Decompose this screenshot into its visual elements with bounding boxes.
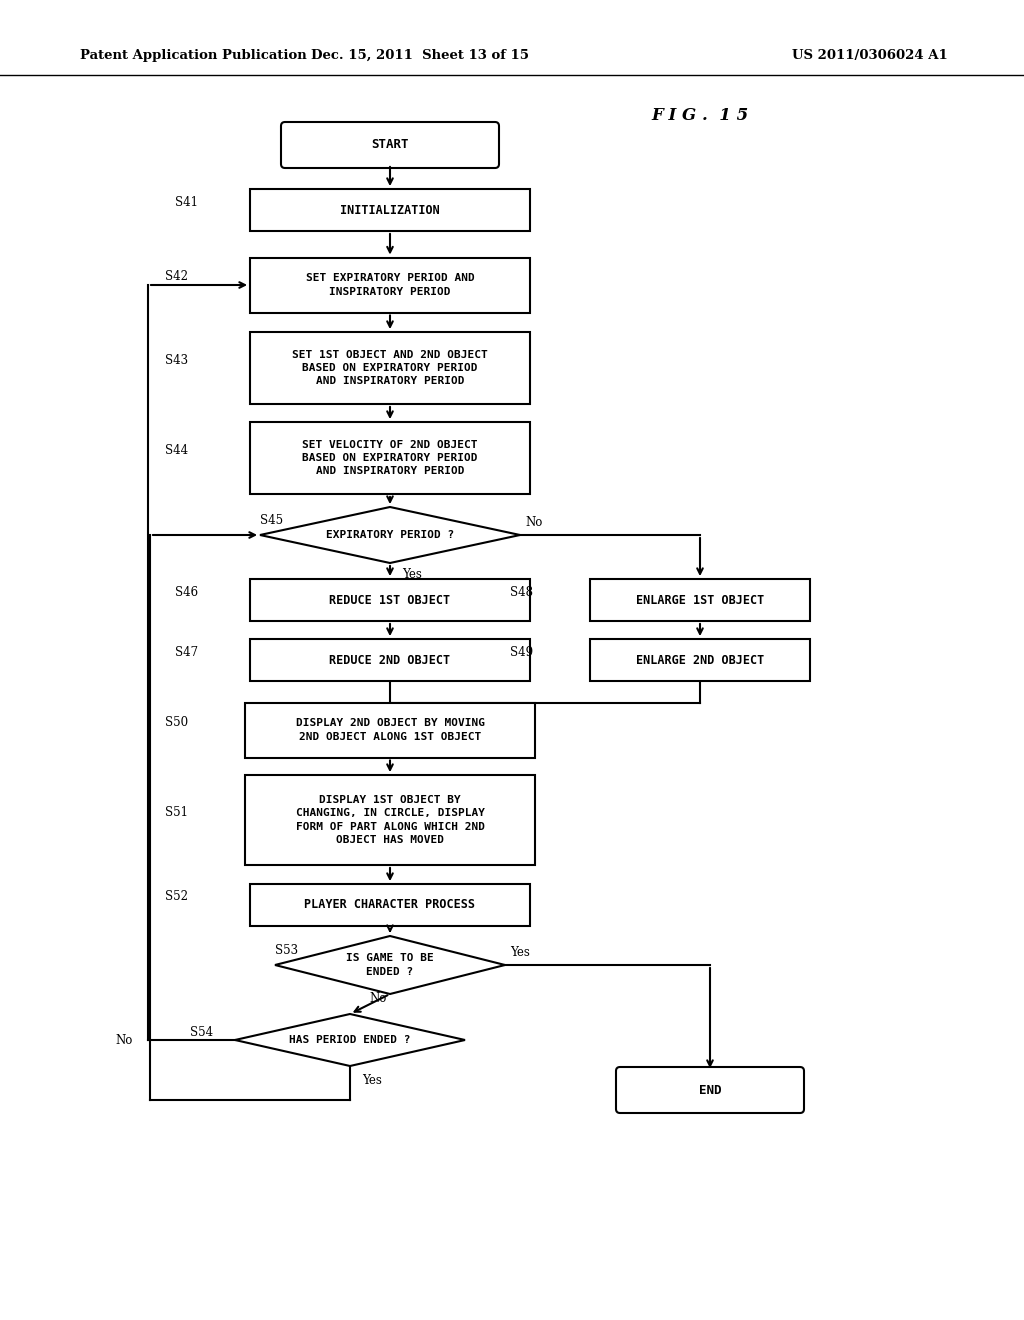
FancyBboxPatch shape xyxy=(616,1067,804,1113)
Bar xyxy=(250,189,530,231)
Text: Patent Application Publication: Patent Application Publication xyxy=(80,49,307,62)
Text: REDUCE 1ST OBJECT: REDUCE 1ST OBJECT xyxy=(330,594,451,606)
Bar xyxy=(250,422,530,494)
Text: No: No xyxy=(370,991,387,1005)
Polygon shape xyxy=(275,936,505,994)
Text: Dec. 15, 2011  Sheet 13 of 15: Dec. 15, 2011 Sheet 13 of 15 xyxy=(311,49,529,62)
Text: S45: S45 xyxy=(260,513,283,527)
Bar xyxy=(245,775,535,865)
Text: S51: S51 xyxy=(165,805,188,818)
Text: SET 1ST OBJECT AND 2ND OBJECT
BASED ON EXPIRATORY PERIOD
AND INSPIRATORY PERIOD: SET 1ST OBJECT AND 2ND OBJECT BASED ON E… xyxy=(292,350,487,387)
Text: DISPLAY 2ND OBJECT BY MOVING
2ND OBJECT ALONG 1ST OBJECT: DISPLAY 2ND OBJECT BY MOVING 2ND OBJECT … xyxy=(296,718,484,742)
Bar xyxy=(250,333,530,404)
Text: Yes: Yes xyxy=(402,569,422,582)
Text: Yes: Yes xyxy=(362,1073,382,1086)
Polygon shape xyxy=(234,1014,465,1067)
Text: S53: S53 xyxy=(275,944,298,957)
Text: S48: S48 xyxy=(510,586,534,598)
Text: S41: S41 xyxy=(175,195,198,209)
Text: Yes: Yes xyxy=(510,946,529,960)
Text: SET EXPIRATORY PERIOD AND
INSPIRATORY PERIOD: SET EXPIRATORY PERIOD AND INSPIRATORY PE… xyxy=(305,273,474,297)
Text: S42: S42 xyxy=(165,271,188,284)
Bar xyxy=(250,579,530,620)
Bar xyxy=(250,884,530,927)
Text: S47: S47 xyxy=(175,645,198,659)
Text: END: END xyxy=(698,1084,721,1097)
Bar xyxy=(250,639,530,681)
Text: F I G .  1 5: F I G . 1 5 xyxy=(651,107,749,124)
Bar xyxy=(245,702,535,758)
Text: EXPIRATORY PERIOD ?: EXPIRATORY PERIOD ? xyxy=(326,531,454,540)
Text: PLAYER CHARACTER PROCESS: PLAYER CHARACTER PROCESS xyxy=(304,899,475,912)
Text: REDUCE 2ND OBJECT: REDUCE 2ND OBJECT xyxy=(330,653,451,667)
Text: S49: S49 xyxy=(510,645,534,659)
Text: SET VELOCITY OF 2ND OBJECT
BASED ON EXPIRATORY PERIOD
AND INSPIRATORY PERIOD: SET VELOCITY OF 2ND OBJECT BASED ON EXPI… xyxy=(302,440,478,477)
Bar xyxy=(590,579,810,620)
Text: INITIALIZATION: INITIALIZATION xyxy=(340,203,440,216)
Text: S46: S46 xyxy=(175,586,198,598)
Bar xyxy=(590,639,810,681)
Text: No: No xyxy=(525,516,543,529)
Polygon shape xyxy=(260,507,520,564)
Text: ENLARGE 2ND OBJECT: ENLARGE 2ND OBJECT xyxy=(636,653,764,667)
Text: S54: S54 xyxy=(190,1026,213,1039)
Text: US 2011/0306024 A1: US 2011/0306024 A1 xyxy=(793,49,948,62)
Text: HAS PERIOD ENDED ?: HAS PERIOD ENDED ? xyxy=(289,1035,411,1045)
Text: S52: S52 xyxy=(165,891,188,903)
Bar xyxy=(250,257,530,313)
Text: START: START xyxy=(372,139,409,152)
Text: S43: S43 xyxy=(165,354,188,367)
Text: ENLARGE 1ST OBJECT: ENLARGE 1ST OBJECT xyxy=(636,594,764,606)
Text: DISPLAY 1ST OBJECT BY
CHANGING, IN CIRCLE, DISPLAY
FORM OF PART ALONG WHICH 2ND
: DISPLAY 1ST OBJECT BY CHANGING, IN CIRCL… xyxy=(296,795,484,845)
Text: S44: S44 xyxy=(165,444,188,457)
Text: S50: S50 xyxy=(165,715,188,729)
FancyBboxPatch shape xyxy=(281,121,499,168)
Text: No: No xyxy=(116,1034,133,1047)
Text: IS GAME TO BE
ENDED ?: IS GAME TO BE ENDED ? xyxy=(346,953,434,977)
